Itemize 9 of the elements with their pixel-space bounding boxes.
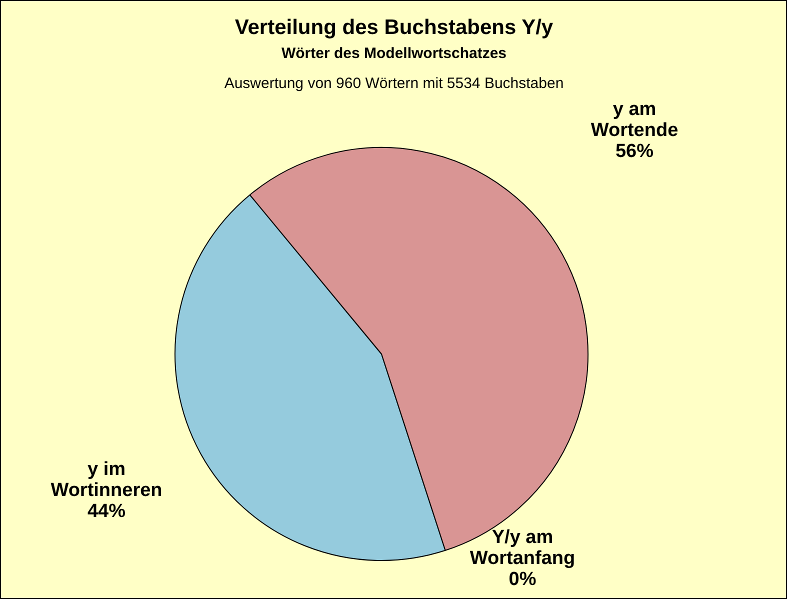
data-label: 44% <box>87 501 126 522</box>
slice-label: y am Wortende <box>590 99 678 142</box>
slice-label: y im Wortinneren <box>50 459 162 502</box>
category-label: Y/y am Wortanfang <box>470 527 576 570</box>
text: Auswertung von 960 Wörtern mit 5534 Buchstaben <box>224 75 564 92</box>
chart-subtitle: Wörter des Modellwortschatzes <box>281 45 507 62</box>
text: 0% <box>508 569 536 590</box>
data-label: 56% <box>615 141 654 162</box>
chart-title: Verteilung des Buchstabens Y/y <box>234 16 554 39</box>
